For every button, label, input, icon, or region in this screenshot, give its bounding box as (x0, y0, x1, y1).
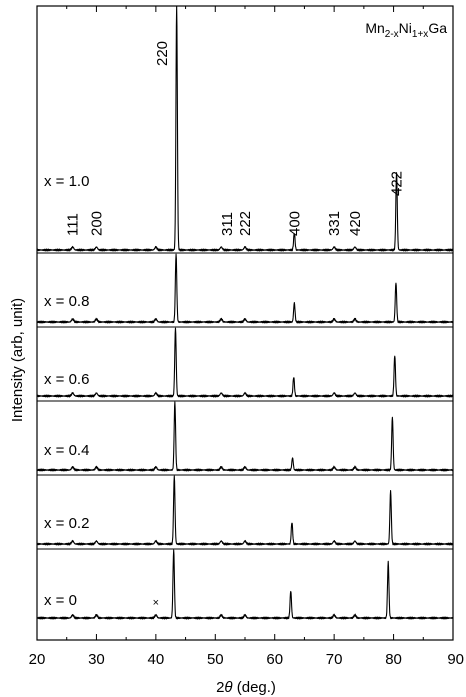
diffraction-traces (36, 5, 454, 620)
composition-label: x = 1.0 (44, 173, 89, 190)
impurity-marker: × (153, 597, 159, 609)
x-tick-label: 90 (447, 651, 464, 668)
x-tick-label: 60 (266, 651, 283, 668)
xrd-trace-0.4 (37, 401, 454, 472)
x-tick-label: 70 (326, 651, 343, 668)
composition-label: x = 0.8 (44, 293, 89, 310)
composition-label: x = 0.2 (44, 515, 89, 532)
x-tick-label: 80 (385, 651, 402, 668)
compound-formula: Mn2-xNi1+xGa (365, 20, 447, 40)
composition-labels: x = 1.0 x = 0.8 x = 0.6 x = 0.4 x = 0.2 x = 0 (44, 173, 89, 609)
miller-index-labels: 111 200 220 311 222 400 331 420 422 (65, 41, 406, 236)
y-axis-label: Intensity (arb, unit) (9, 298, 26, 422)
x-tick-label: 40 (148, 651, 165, 668)
x-tick-label: 30 (88, 651, 105, 668)
x-axis-ticks (36, 6, 454, 640)
hkl-label: 200 (88, 211, 105, 236)
xrd-trace-0.6 (36, 327, 454, 398)
xrd-trace-0.8 (36, 253, 453, 324)
x-tick-label: 20 (29, 651, 46, 668)
xrd-trace-1 (36, 5, 453, 252)
composition-label: x = 0.6 (44, 371, 89, 388)
panel-separators (37, 252, 453, 550)
hkl-label: 331 (326, 211, 343, 236)
composition-label: x = 0.4 (44, 442, 89, 459)
x-tick-label: 50 (207, 651, 224, 668)
hkl-label: 311 (219, 212, 236, 236)
composition-label: x = 0 (44, 592, 77, 609)
hkl-label: 420 (347, 211, 364, 236)
hkl-label: 220 (154, 41, 171, 66)
hkl-label: 222 (237, 211, 254, 236)
x-axis-tick-labels: 20 30 40 50 60 70 80 90 (29, 651, 464, 668)
x-axis-label: 2θ (deg.) (216, 679, 276, 696)
xrd-trace-0 (36, 549, 454, 620)
hkl-label: 111 (65, 213, 82, 236)
hkl-label: 422 (389, 171, 406, 196)
xrd-trace-0.2 (36, 475, 454, 546)
hkl-label: 400 (286, 211, 303, 236)
